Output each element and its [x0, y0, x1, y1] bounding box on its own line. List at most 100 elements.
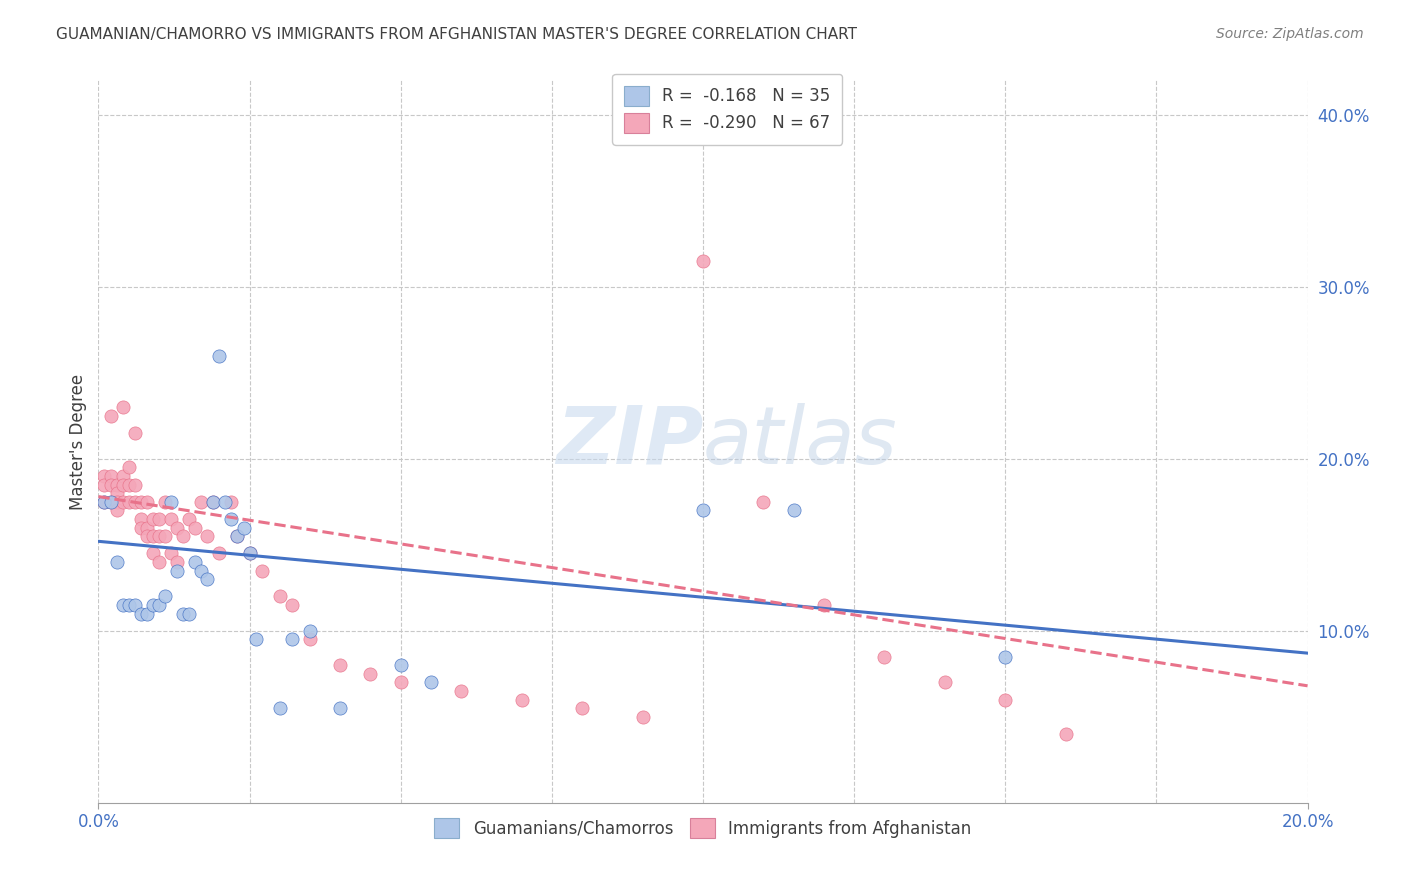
Legend: Guamanians/Chamorros, Immigrants from Afghanistan: Guamanians/Chamorros, Immigrants from Af…	[427, 812, 979, 845]
Point	[100, 477, 122, 491]
Point	[142, 598, 165, 612]
Point	[250, 564, 273, 578]
Point	[232, 520, 254, 534]
Point	[195, 572, 218, 586]
Point	[118, 477, 141, 491]
Point	[129, 520, 152, 534]
Point	[389, 658, 412, 673]
Point	[111, 469, 134, 483]
Point	[135, 494, 157, 508]
Point	[135, 607, 157, 621]
Point	[239, 546, 262, 560]
Point	[873, 649, 896, 664]
Point	[93, 477, 115, 491]
Point	[124, 425, 146, 440]
Point	[994, 692, 1017, 706]
Point	[142, 546, 165, 560]
Text: ZIP: ZIP	[555, 402, 703, 481]
Point	[111, 477, 134, 491]
Point	[179, 512, 201, 526]
Point	[100, 494, 122, 508]
Point	[450, 684, 472, 698]
Point	[166, 564, 188, 578]
Point	[631, 710, 654, 724]
Point	[105, 494, 128, 508]
Point	[226, 529, 249, 543]
Point	[105, 503, 128, 517]
Point	[1054, 727, 1077, 741]
Point	[179, 607, 201, 621]
Point	[281, 632, 304, 647]
Point	[202, 494, 225, 508]
Point	[813, 598, 835, 612]
Text: atlas: atlas	[703, 402, 898, 481]
Point	[221, 494, 243, 508]
Point	[510, 692, 533, 706]
Point	[129, 494, 152, 508]
Point	[172, 529, 194, 543]
Point	[221, 512, 243, 526]
Text: GUAMANIAN/CHAMORRO VS IMMIGRANTS FROM AFGHANISTAN MASTER'S DEGREE CORRELATION CH: GUAMANIAN/CHAMORRO VS IMMIGRANTS FROM AF…	[56, 27, 858, 42]
Point	[571, 701, 593, 715]
Point	[153, 529, 176, 543]
Point	[160, 512, 183, 526]
Point	[190, 564, 212, 578]
Point	[214, 494, 236, 508]
Point	[118, 460, 141, 475]
Point	[190, 494, 212, 508]
Point	[111, 598, 134, 612]
Point	[124, 598, 146, 612]
Point	[208, 546, 231, 560]
Point	[269, 590, 291, 604]
Point	[389, 675, 412, 690]
Point	[118, 494, 141, 508]
Point	[269, 701, 291, 715]
Point	[160, 546, 183, 560]
Point	[299, 632, 322, 647]
Point	[111, 494, 134, 508]
Point	[135, 529, 157, 543]
Point	[329, 701, 352, 715]
Point	[124, 477, 146, 491]
Point	[100, 494, 122, 508]
Point	[994, 649, 1017, 664]
Point	[226, 529, 249, 543]
Point	[184, 520, 207, 534]
Point	[124, 494, 146, 508]
Point	[111, 400, 134, 414]
Point	[148, 529, 170, 543]
Point	[148, 598, 170, 612]
Point	[142, 529, 165, 543]
Point	[692, 503, 714, 517]
Point	[299, 624, 322, 638]
Point	[148, 555, 170, 569]
Point	[142, 512, 165, 526]
Point	[160, 494, 183, 508]
Point	[148, 512, 170, 526]
Text: Source: ZipAtlas.com: Source: ZipAtlas.com	[1216, 27, 1364, 41]
Point	[202, 494, 225, 508]
Point	[153, 590, 176, 604]
Point	[105, 555, 128, 569]
Point	[166, 520, 188, 534]
Y-axis label: Master's Degree: Master's Degree	[69, 374, 87, 509]
Point	[934, 675, 956, 690]
Point	[166, 555, 188, 569]
Point	[100, 469, 122, 483]
Point	[329, 658, 352, 673]
Point	[100, 409, 122, 423]
Point	[245, 632, 267, 647]
Point	[105, 486, 128, 500]
Point	[239, 546, 262, 560]
Point	[420, 675, 443, 690]
Point	[172, 607, 194, 621]
Point	[208, 349, 231, 363]
Point	[118, 598, 141, 612]
Point	[135, 520, 157, 534]
Point	[105, 477, 128, 491]
Point	[93, 469, 115, 483]
Point	[129, 512, 152, 526]
Point	[281, 598, 304, 612]
Point	[692, 253, 714, 268]
Point	[93, 494, 115, 508]
